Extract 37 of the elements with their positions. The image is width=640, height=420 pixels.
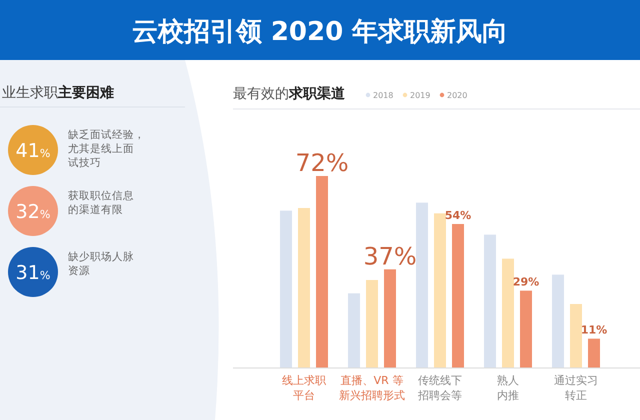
bar (384, 269, 396, 368)
x-tick-label: 通过实习转正 (554, 374, 598, 402)
category-label: 缺少职场人脉资源 (68, 250, 134, 277)
bar (416, 202, 428, 368)
bar (552, 274, 564, 368)
bar (316, 176, 328, 368)
x-tick-label: 熟人内推 (497, 374, 519, 402)
data-label: 41% (16, 140, 50, 162)
chart-title: 最有效的求职渠道 (233, 85, 346, 102)
data-label: 29% (512, 276, 540, 289)
text: 云校招引领 2020 年求职新风向 (132, 17, 508, 47)
text: 业生求职主要困难 (2, 84, 114, 101)
legend-label: 2020 (447, 91, 468, 100)
x-tick-label: 直播、VR 等新兴招聘形式 (339, 374, 405, 402)
bar (570, 304, 582, 368)
bar (366, 280, 378, 368)
bar (348, 293, 360, 368)
legend-label: 2018 (373, 91, 394, 100)
category-label: 缺乏面试经验，尤其是线上面试技巧 (68, 128, 145, 169)
bar (452, 224, 464, 368)
bar (434, 213, 446, 368)
bar (280, 210, 292, 368)
legend-label: 2019 (410, 91, 430, 100)
data-label: 11% (580, 324, 608, 337)
data-label: 32% (16, 201, 50, 223)
data-label: 31% (16, 262, 50, 284)
data-label: 72% (295, 149, 349, 177)
bar (484, 234, 496, 368)
bar (502, 258, 514, 368)
category-label: 获取职位信息的渠道有限 (68, 189, 134, 216)
bar (588, 338, 600, 368)
bar (520, 290, 532, 368)
data-label: 37% (363, 242, 417, 270)
data-label: 54% (444, 209, 472, 222)
x-tick-label: 线上求职平台 (282, 374, 326, 402)
x-tick-label: 传统线下招聘会等 (417, 374, 462, 402)
bar (298, 208, 310, 368)
